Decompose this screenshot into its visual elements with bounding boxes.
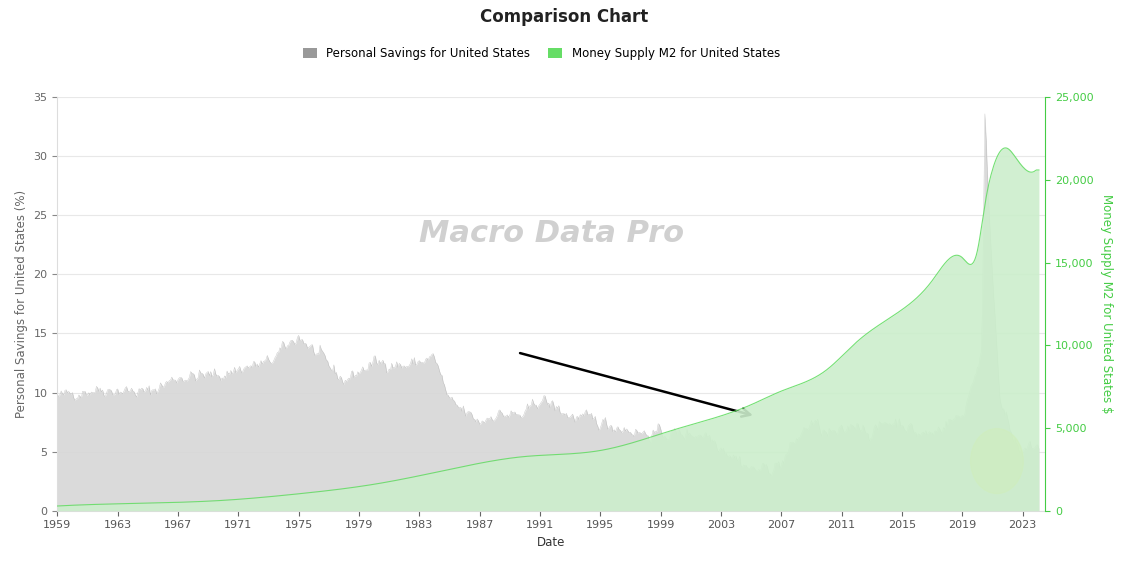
Legend: Personal Savings for United States, Money Supply M2 for United States: Personal Savings for United States, Mone… <box>298 42 785 65</box>
Ellipse shape <box>970 429 1023 494</box>
Text: Comparison Chart: Comparison Chart <box>479 8 649 27</box>
Text: Macro Data Pro: Macro Data Pro <box>418 219 684 248</box>
Y-axis label: Money Supply M2 for United States $: Money Supply M2 for United States $ <box>1100 194 1113 413</box>
X-axis label: Date: Date <box>537 536 565 549</box>
Y-axis label: Personal Savings for United States (%): Personal Savings for United States (%) <box>15 190 28 418</box>
